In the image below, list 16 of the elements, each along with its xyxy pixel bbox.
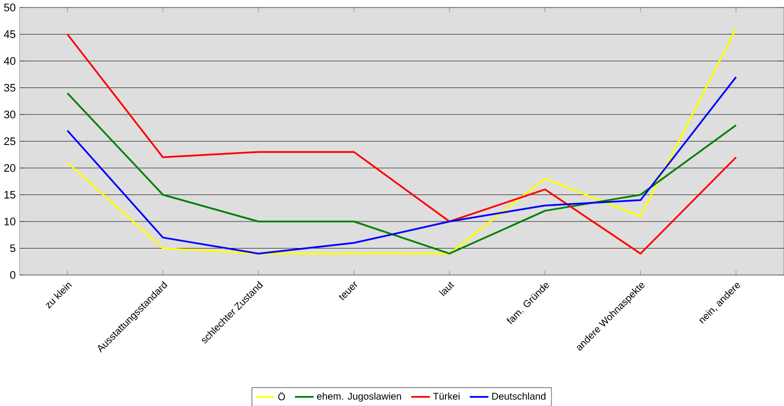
x-tick-label: laut (438, 282, 454, 296)
legend-label: Deutschland (492, 392, 546, 400)
y-tick-label: 20 (4, 164, 16, 172)
legend-label: Ö (278, 392, 285, 400)
y-tick-label: 45 (4, 30, 16, 38)
y-tick-label: 5 (10, 244, 16, 252)
y-tick-label: 50 (4, 3, 16, 12)
y-tick-label: 40 (4, 56, 16, 65)
y-tick-label: 35 (4, 84, 16, 92)
y-tick-label: 30 (4, 110, 16, 118)
y-tick-label: 15 (4, 190, 16, 198)
y-tick-label: 25 (4, 137, 16, 145)
y-tick-label: 10 (4, 217, 16, 226)
y-tick-label: 0 (10, 270, 16, 279)
legend-label: Türkei (433, 392, 460, 400)
legend-label: ehem. Jugoslawien (317, 392, 401, 402)
